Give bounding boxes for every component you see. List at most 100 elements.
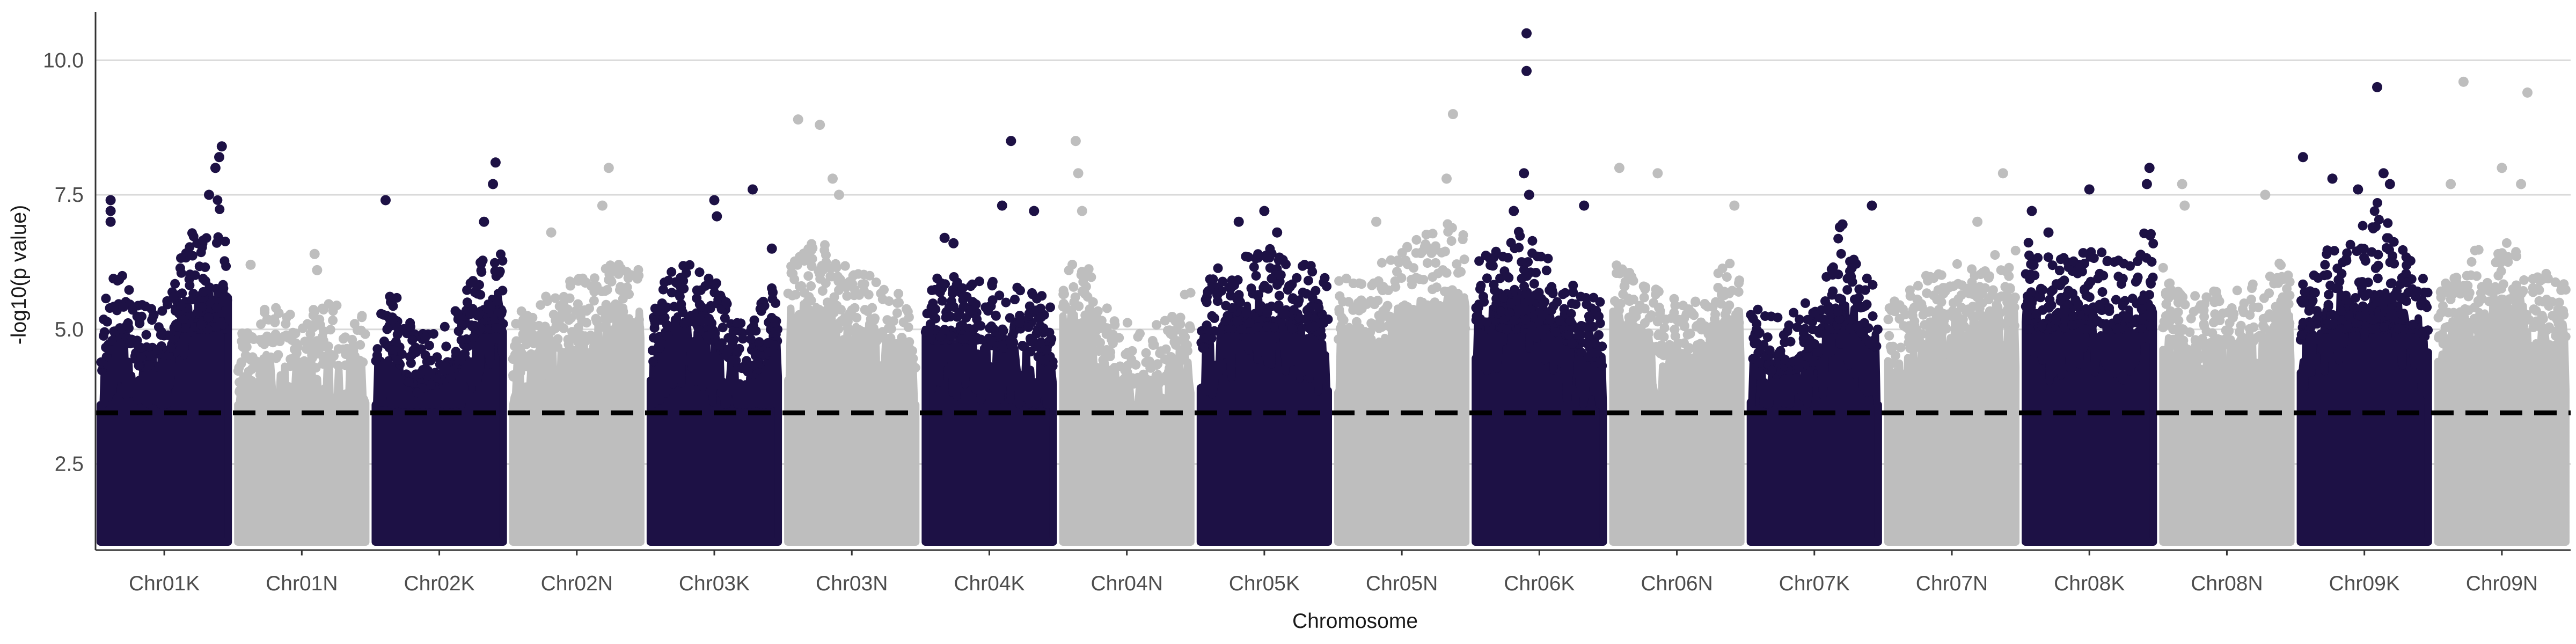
snp-point [1366, 318, 1377, 328]
snp-point [2509, 308, 2520, 318]
snp-point [2078, 248, 2088, 258]
snp-peak-point [597, 200, 608, 211]
snp-point [2508, 284, 2518, 294]
snp-point [771, 298, 780, 308]
snp-point [2463, 291, 2473, 302]
snp-point [1890, 306, 1900, 317]
snp-point [1571, 299, 1581, 309]
snp-point [2146, 321, 2156, 331]
snp-point [985, 323, 995, 333]
snp-point [467, 321, 478, 331]
snp-point [1175, 319, 1185, 329]
snp-point [648, 333, 658, 343]
snp-point [767, 288, 778, 298]
snp-point [1365, 327, 1375, 337]
snp-point [99, 327, 109, 337]
snp-point [1872, 324, 1883, 334]
snp-point [426, 380, 436, 390]
snp-point [476, 259, 486, 269]
snp-point [836, 305, 846, 314]
snp-point [1093, 306, 1103, 316]
snp-point [392, 323, 402, 333]
snp-point [172, 321, 182, 332]
snp-point [187, 295, 197, 305]
snp-point [2352, 246, 2362, 257]
snp-point [320, 357, 330, 367]
snp-point [2236, 335, 2246, 346]
snp-point [706, 301, 716, 311]
snp-point [515, 368, 525, 378]
snp-point [597, 286, 607, 296]
snp-point [618, 306, 628, 317]
snp-point [1169, 362, 1180, 372]
snp-point [723, 345, 734, 354]
snp-peak-point [1519, 168, 1529, 179]
snp-point [185, 280, 195, 290]
snp-point [1540, 324, 1550, 334]
snp-point [671, 278, 682, 288]
snp-point [804, 305, 814, 315]
snp-point [356, 325, 366, 335]
snp-point [1982, 312, 1993, 322]
snp-point [1058, 286, 1069, 296]
snp-point [577, 317, 587, 327]
snp-point [994, 290, 1005, 301]
snp-point [573, 276, 583, 286]
snp-peak-point [1447, 109, 1458, 120]
snp-point [2473, 320, 2483, 331]
snp-point [1226, 290, 1235, 301]
snp-point [1527, 236, 1538, 246]
snp-point [1179, 328, 1189, 339]
snp-point [490, 266, 500, 276]
snp-point [1734, 278, 1744, 288]
snp-point [1503, 272, 1513, 282]
snp-point [1373, 296, 1383, 305]
snp-point [1846, 314, 1856, 324]
snp-point [1293, 298, 1303, 308]
snp-point [1803, 314, 1813, 325]
snp-point [807, 261, 817, 271]
snp-point [842, 291, 852, 301]
snp-point [1502, 324, 1512, 334]
snp-point [2383, 218, 2393, 228]
snp-point [1862, 273, 1872, 283]
snp-point [2542, 325, 2552, 335]
snp-point [940, 279, 950, 289]
snp-point [1977, 288, 1987, 298]
snp-point [553, 342, 562, 352]
snp-point [707, 318, 717, 328]
snp-point [1474, 256, 1484, 266]
snp-point [2045, 295, 2055, 305]
snp-point [1418, 275, 1429, 285]
snp-point [2259, 323, 2270, 333]
snp-point [1952, 259, 1962, 269]
snp-peak-point [2327, 173, 2338, 184]
snp-point [844, 277, 854, 287]
snp-point [1936, 297, 1946, 307]
snp-point [1540, 297, 1550, 307]
snp-point [898, 317, 909, 327]
snp-point [1077, 286, 1087, 296]
snp-point [2010, 245, 2021, 255]
snp-point [1435, 303, 1445, 313]
snp-point [244, 367, 254, 377]
snp-point [2113, 324, 2123, 334]
snp-point [1913, 281, 1923, 291]
snp-point [1722, 272, 1732, 282]
snp-point [415, 369, 425, 379]
snp-point [2454, 320, 2464, 331]
chromosome-series-Chr05N [1334, 109, 1470, 546]
snp-point [2005, 283, 2015, 293]
snp-point [306, 362, 316, 372]
snp-point [2083, 280, 2094, 290]
snp-point [1262, 253, 1272, 263]
snp-point [1733, 308, 1743, 318]
snp-point [2031, 309, 2041, 319]
snp-point [667, 267, 677, 277]
snp-point [1166, 352, 1176, 362]
snp-peak-point [712, 211, 722, 222]
snp-point [1169, 337, 1180, 347]
x-tick-label: Chr07N [1916, 572, 1988, 595]
snp-point [1718, 323, 1729, 333]
y-axis-title: -log10(p value) [8, 205, 31, 345]
